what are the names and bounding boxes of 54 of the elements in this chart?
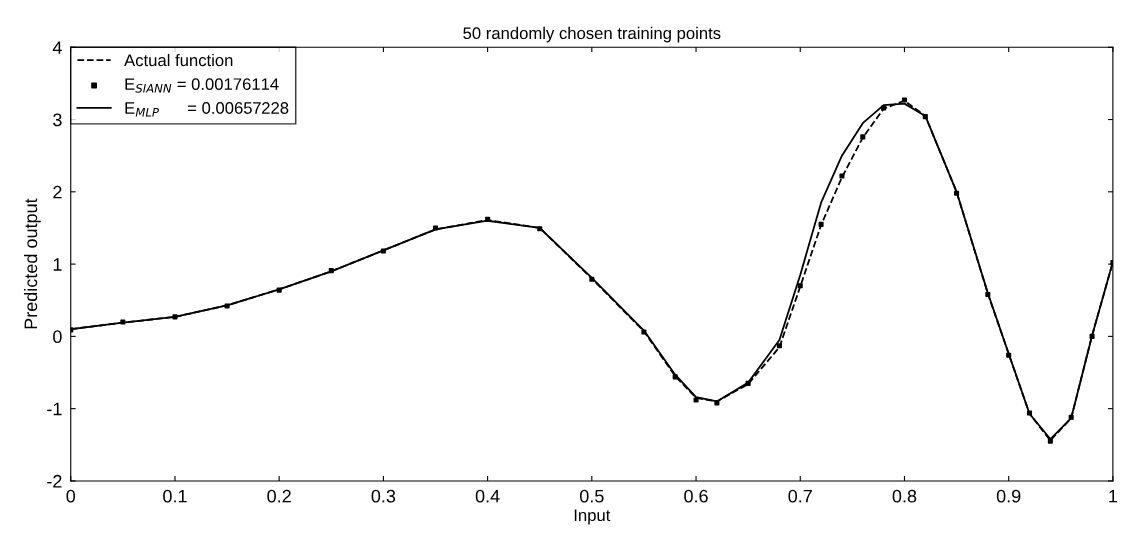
point (818, 221, 824, 227)
point (839, 173, 845, 179)
point (860, 134, 866, 140)
y-tick-label: 1 (53, 258, 62, 271)
point (672, 374, 678, 380)
y-axis-title: Predicted output (23, 198, 41, 329)
point (714, 400, 720, 406)
y-tick-label: 2 (53, 185, 62, 199)
x-tick-label: 0.4 (475, 489, 500, 503)
point (276, 287, 282, 293)
point (745, 380, 751, 386)
y-tick-label: -1 (47, 402, 62, 416)
y-tick-label: 0 (53, 330, 62, 344)
point (120, 319, 126, 325)
x-tick-label: 1 (1109, 489, 1118, 503)
text: E$_{MLP}$ = 0.00657228 (125, 102, 289, 117)
point (901, 97, 907, 103)
point (589, 276, 595, 282)
point (1047, 438, 1053, 444)
x-tick-label: 0.2 (267, 489, 291, 503)
x-axis-title: Input (574, 509, 611, 525)
point (776, 343, 782, 349)
point (1068, 414, 1074, 420)
x-tick-label: 0.5 (579, 489, 604, 503)
point (922, 114, 928, 120)
x-tick-label: 0.8 (892, 489, 917, 503)
point (641, 329, 647, 335)
point (485, 216, 491, 222)
chart-title: 50 randomly chosen training points (463, 26, 721, 43)
x-tick-label: 0 (66, 489, 76, 503)
y-tick-label: 3 (53, 113, 62, 127)
point (985, 291, 991, 297)
point (432, 225, 439, 231)
point (954, 190, 960, 196)
x-tick-label: 0.9 (996, 489, 1021, 503)
point (797, 283, 803, 289)
legend-label: Actual function (124, 53, 233, 67)
point (1006, 352, 1012, 358)
point (224, 303, 230, 309)
point (537, 226, 543, 232)
y-tick-label: -2 (47, 474, 62, 488)
x-tick-label: 0.3 (371, 489, 396, 503)
point (693, 397, 699, 403)
point (881, 105, 887, 111)
point (380, 248, 386, 254)
x-tick-label: 0.6 (684, 489, 708, 503)
point (1026, 410, 1033, 416)
legend-label: E$_{SIANN}$ = 0.00176114 (125, 78, 279, 93)
point (172, 314, 178, 320)
y-tick-label: 4 (52, 41, 62, 54)
point (328, 268, 334, 274)
x-tick-label: 0.7 (788, 489, 812, 503)
point (1089, 333, 1095, 339)
x-tick-label: 0.1 (163, 489, 187, 503)
